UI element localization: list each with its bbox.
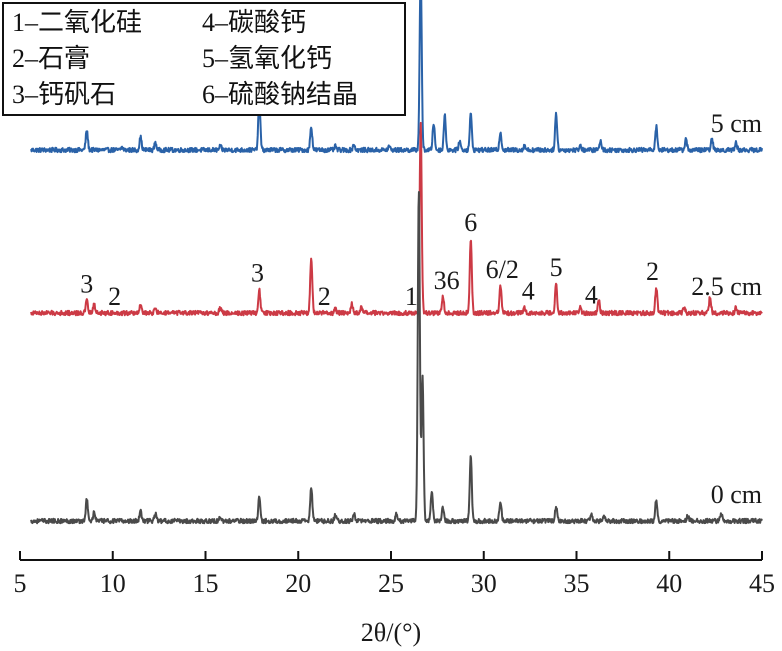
series-line xyxy=(30,121,763,317)
legend-item-4: 4–碳酸钙 xyxy=(202,8,307,37)
series-label: 0 cm xyxy=(711,480,762,509)
legend: 1–二氧化硅 2–石膏 3–钙矾石 4–碳酸钙 5–氢氧化钙 6–硫酸钠结晶 xyxy=(2,2,406,116)
x-axis-label: 2θ/(°) xyxy=(361,618,421,647)
x-axis-ticks: 5 10 15 20 25 30 35 40 45 xyxy=(14,551,775,598)
x-tick-label: 40 xyxy=(656,569,682,598)
series-label: 2.5 cm xyxy=(691,272,762,301)
x-tick-label: 15 xyxy=(193,569,219,598)
peak-annotation: 3 xyxy=(80,269,93,298)
peak-annotation: 3 xyxy=(251,259,264,288)
series-label: 5 cm xyxy=(711,109,762,138)
peak-annotation: 36 xyxy=(434,266,460,295)
x-tick-label: 25 xyxy=(378,569,404,598)
series-line xyxy=(30,191,763,525)
x-tick-label: 20 xyxy=(285,569,311,598)
peak-annotation: 4 xyxy=(522,277,535,306)
series-labels: 5 cm 2.5 cm 0 cm xyxy=(691,109,762,509)
peak-annotation: 5 xyxy=(550,253,563,282)
peak-annotation: 2 xyxy=(646,257,659,286)
legend-item-6: 6–硫酸钠结晶 xyxy=(202,80,359,109)
x-tick-label: 30 xyxy=(471,569,497,598)
x-tick-label: 45 xyxy=(749,569,775,598)
legend-item-2: 2–石膏 xyxy=(12,44,91,73)
peak-annotation: 1 xyxy=(405,282,418,311)
xrd-curves xyxy=(30,0,763,525)
x-tick-label: 10 xyxy=(100,569,126,598)
series-line xyxy=(30,0,763,154)
peak-annotation: 6/2 xyxy=(486,255,519,284)
x-tick-label: 5 xyxy=(14,569,27,598)
peak-annotation: 6 xyxy=(464,208,477,237)
legend-item-3: 3–钙矾石 xyxy=(12,80,117,109)
peak-annotation: 2 xyxy=(108,282,121,311)
peak-annotation: 4 xyxy=(585,280,598,309)
legend-item-5: 5–氢氧化钙 xyxy=(202,44,333,73)
x-axis: 5 10 15 20 25 30 35 40 45 2θ/(°) xyxy=(14,551,775,647)
x-tick-label: 35 xyxy=(564,569,590,598)
peak-annotation: 2 xyxy=(318,282,331,311)
legend-item-1: 1–二氧化硅 xyxy=(12,8,143,37)
